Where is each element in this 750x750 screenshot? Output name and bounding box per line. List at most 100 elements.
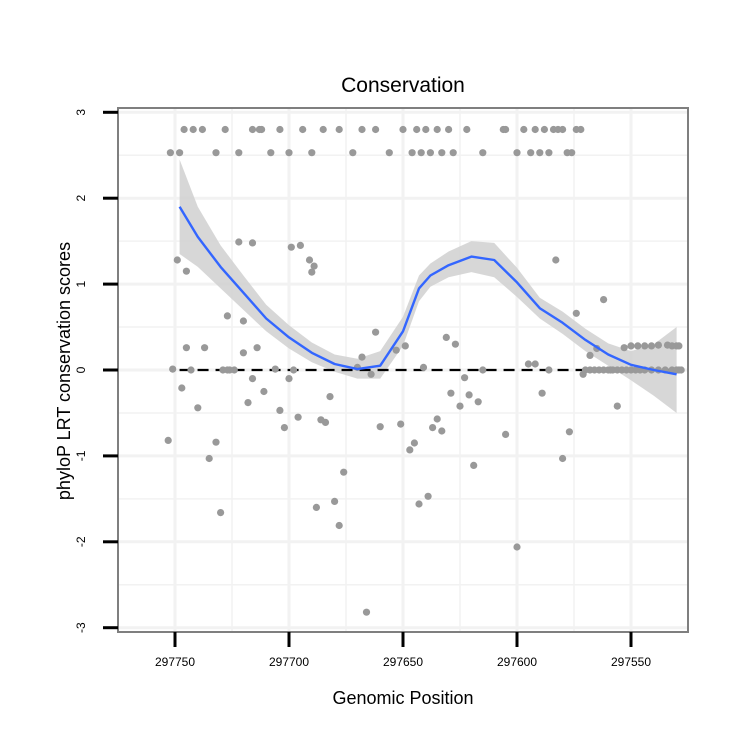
data-point bbox=[445, 125, 453, 134]
data-point bbox=[447, 389, 455, 397]
data-point bbox=[326, 393, 334, 401]
data-point bbox=[376, 423, 384, 431]
data-point bbox=[422, 125, 430, 134]
data-point bbox=[372, 125, 380, 134]
data-point bbox=[424, 492, 432, 500]
data-point bbox=[559, 125, 567, 134]
data-point bbox=[285, 375, 293, 383]
data-point bbox=[406, 446, 414, 454]
data-point bbox=[310, 262, 318, 270]
chart-title: Conservation bbox=[341, 74, 465, 97]
data-point bbox=[255, 125, 263, 134]
x-tick-label: 297650 bbox=[383, 655, 423, 669]
data-point bbox=[239, 349, 247, 357]
data-point bbox=[321, 418, 330, 426]
data-point bbox=[479, 366, 487, 374]
data-point bbox=[410, 439, 418, 447]
data-point bbox=[312, 503, 320, 511]
y-tick-label: 3 bbox=[74, 109, 88, 116]
data-point bbox=[201, 344, 209, 352]
data-point bbox=[449, 149, 457, 157]
confidence-band bbox=[179, 159, 677, 413]
data-point bbox=[479, 149, 487, 157]
data-point bbox=[654, 341, 663, 349]
data-point bbox=[540, 125, 549, 134]
data-point bbox=[613, 402, 621, 410]
data-point bbox=[438, 149, 446, 157]
data-point bbox=[212, 149, 220, 157]
data-point bbox=[182, 267, 190, 275]
data-point bbox=[308, 268, 316, 276]
data-point bbox=[565, 428, 574, 436]
data-point bbox=[260, 387, 268, 396]
x-tick-label: 297700 bbox=[269, 655, 309, 669]
data-point bbox=[538, 389, 546, 397]
data-point bbox=[280, 424, 288, 432]
data-point bbox=[474, 398, 482, 406]
data-point bbox=[244, 399, 252, 407]
data-point bbox=[287, 243, 295, 251]
data-point bbox=[531, 125, 539, 134]
data-point bbox=[164, 436, 172, 444]
data-point bbox=[285, 149, 293, 157]
data-point bbox=[442, 333, 450, 341]
data-point bbox=[527, 149, 535, 157]
data-point bbox=[577, 125, 585, 134]
data-point bbox=[552, 256, 560, 264]
data-point bbox=[223, 312, 231, 320]
data-point bbox=[513, 149, 521, 157]
data-point bbox=[502, 125, 510, 134]
y-tick-label: -1 bbox=[74, 450, 88, 461]
data-point bbox=[267, 149, 275, 157]
data-point bbox=[520, 125, 528, 134]
data-point bbox=[305, 256, 314, 264]
data-point bbox=[176, 149, 184, 157]
data-point bbox=[634, 342, 642, 350]
smooth-curve bbox=[178, 206, 677, 376]
data-point bbox=[524, 360, 533, 368]
data-point bbox=[419, 363, 428, 371]
data-point bbox=[198, 125, 206, 134]
y-axis-title: phyloP LRT conservation scores bbox=[54, 242, 74, 500]
data-point bbox=[290, 366, 298, 374]
data-point bbox=[559, 454, 567, 463]
x-tick-label: 297550 bbox=[611, 655, 651, 669]
data-point bbox=[319, 125, 327, 134]
data-point bbox=[212, 438, 220, 446]
data-point bbox=[408, 149, 416, 157]
y-tick-label: 2 bbox=[74, 195, 88, 202]
smooth-curve-layer bbox=[178, 206, 677, 376]
data-point bbox=[248, 239, 257, 247]
data-point bbox=[415, 500, 423, 508]
x-axis-title: Genomic Position bbox=[332, 688, 473, 708]
data-point bbox=[335, 521, 343, 530]
data-point bbox=[169, 365, 177, 373]
data-point bbox=[358, 125, 366, 134]
data-point bbox=[182, 344, 190, 352]
data-point bbox=[271, 365, 279, 373]
y-axis-ticks: 3 2 1 0 -1 -2 -3 bbox=[74, 109, 118, 633]
data-point bbox=[677, 366, 685, 374]
data-point bbox=[456, 402, 464, 410]
data-point bbox=[513, 543, 521, 551]
data-point bbox=[180, 125, 188, 134]
data-point bbox=[294, 413, 302, 421]
data-point bbox=[221, 125, 229, 134]
data-point bbox=[362, 608, 371, 616]
data-point bbox=[465, 391, 473, 399]
data-point bbox=[620, 344, 628, 352]
data-point bbox=[470, 461, 478, 469]
data-point bbox=[433, 125, 441, 134]
data-point bbox=[385, 149, 393, 157]
data-point bbox=[235, 149, 243, 157]
data-point bbox=[178, 384, 186, 392]
y-tick-label: 0 bbox=[74, 366, 88, 373]
data-point bbox=[248, 375, 257, 383]
data-point bbox=[340, 468, 348, 476]
data-point bbox=[675, 342, 683, 350]
data-point bbox=[463, 125, 471, 134]
data-point bbox=[545, 366, 553, 374]
data-point bbox=[230, 366, 238, 374]
data-point bbox=[205, 454, 213, 463]
